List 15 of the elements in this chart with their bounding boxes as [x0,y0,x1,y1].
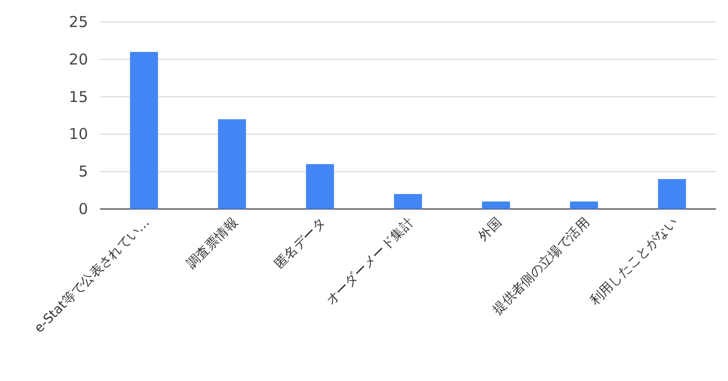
y-tick-label: 10 [68,125,88,144]
x-tick-label: 調査票情報 [184,215,241,272]
x-tick-label: 外国 [476,215,505,244]
y-tick-label: 0 [78,200,88,218]
y-tick-label: 5 [78,162,88,181]
y-tick-label: 25 [68,13,88,31]
bar [394,194,422,209]
bar [130,52,158,209]
bar [482,202,510,209]
y-tick-label: 20 [68,50,88,68]
bar [306,164,334,209]
bar [658,179,686,209]
y-tick-label: 15 [68,88,88,106]
bar [570,202,598,209]
bar [218,119,246,209]
